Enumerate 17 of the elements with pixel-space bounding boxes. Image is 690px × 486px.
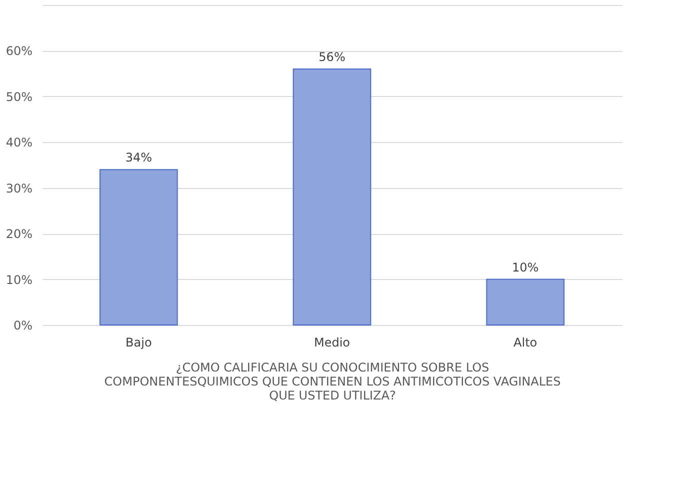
data-label: 34%	[125, 150, 152, 165]
bar	[100, 169, 178, 326]
bar	[486, 278, 564, 326]
y-tick-label: 60%	[6, 44, 32, 58]
y-tick-label: 10%	[6, 272, 32, 287]
y-tick-label: 40%	[6, 136, 32, 150]
y-tick-label: 20%	[6, 227, 32, 242]
x-axis-title: ¿COMO CALIFICARIA SU CONOCIMIENTO SOBRE LOS COMPONENTESQUIMICOS QUE CONTIENEN LOS ANTIMICOTICOS VAGINALES QUE USTED UTILIZA?	[104, 360, 561, 402]
x-tick-label: Bajo	[126, 336, 152, 350]
y-tick-label: 0%	[13, 318, 32, 332]
x-tick-label: Medio	[314, 336, 350, 350]
data-label: 56%	[318, 50, 346, 64]
bar	[292, 68, 372, 326]
y-tick-label: 30%	[6, 181, 32, 196]
x-tick-label: Alto	[514, 336, 538, 350]
data-label: 10%	[512, 260, 539, 274]
y-tick-label: 50%	[6, 90, 32, 104]
